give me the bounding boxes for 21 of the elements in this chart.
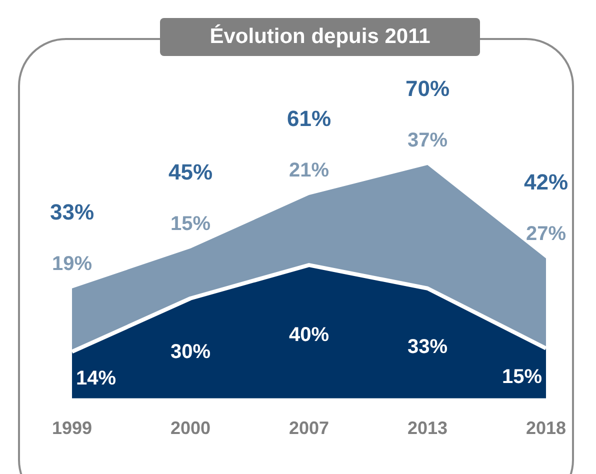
data-label: 15% xyxy=(170,212,211,235)
x-tick-label: 2018 xyxy=(526,418,566,438)
chart-title: Évolution depuis 2011 xyxy=(160,18,480,56)
total-label: 70% xyxy=(405,76,450,102)
total-label: 61% xyxy=(286,106,332,132)
data-label: 21% xyxy=(288,160,330,182)
total-label: 45% xyxy=(168,159,213,184)
data-label: 33% xyxy=(407,336,448,358)
x-tick-label: 1999 xyxy=(52,418,92,438)
data-label: 19% xyxy=(52,252,92,275)
data-label: 27% xyxy=(526,222,566,245)
data-label: 40% xyxy=(288,324,330,346)
data-label: 14% xyxy=(76,368,116,390)
x-tick-label: 2013 xyxy=(407,418,448,438)
total-label: 33% xyxy=(50,199,94,224)
data-label: 37% xyxy=(407,130,448,152)
total-label: 42% xyxy=(524,169,568,194)
x-tick-label: 2000 xyxy=(170,418,211,438)
data-label: 15% xyxy=(502,366,542,388)
x-tick-label: 2007 xyxy=(288,418,330,438)
data-label: 30% xyxy=(170,340,211,363)
